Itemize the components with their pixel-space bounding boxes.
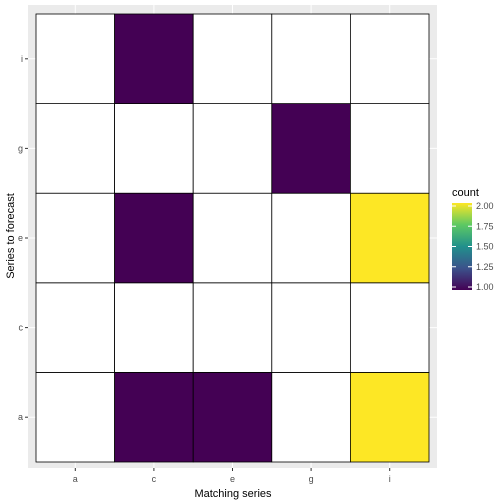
heatmap-cell-i-i xyxy=(349,13,430,104)
legend-tick-label: 1.25 xyxy=(476,262,494,272)
heatmap-cell-c-a xyxy=(114,371,194,463)
heatmap-cell-a-g xyxy=(35,103,115,194)
y-tick-label: a xyxy=(18,412,23,422)
x-tick-label: c xyxy=(152,474,157,484)
heatmap-cell-a-i xyxy=(35,13,115,104)
legend-tick-label: 2.00 xyxy=(476,201,494,211)
heatmap-cell-g-c xyxy=(271,282,351,373)
heatmap-cell-i-c xyxy=(349,282,430,373)
heatmap-cell-a-e xyxy=(35,192,115,284)
heatmap-cell-e-a xyxy=(192,371,273,463)
heatmap-cell-g-i xyxy=(271,13,351,104)
heatmap-cell-g-g xyxy=(271,103,351,194)
heatmap-cell-e-e xyxy=(192,192,273,284)
legend: count 1.00 1.25 1.50 1.75 2.00 xyxy=(452,187,494,292)
legend-title: count xyxy=(452,187,479,199)
heatmap-cell-i-g xyxy=(349,103,430,194)
heatmap-cell-g-a xyxy=(271,371,351,463)
heatmap-cell-e-c xyxy=(192,282,273,373)
legend-ticks: 1.00 1.25 1.50 1.75 2.00 xyxy=(452,201,494,292)
legend-tick-label: 1.75 xyxy=(476,221,494,231)
x-tick-label: a xyxy=(73,474,78,484)
x-tick-label: e xyxy=(230,474,235,484)
heatmap-cell-c-g xyxy=(114,103,194,194)
heatmap-cell-g-e xyxy=(271,192,351,284)
y-tick-label: i xyxy=(21,54,23,64)
heatmap-cell-e-i xyxy=(192,13,273,104)
legend-tick-label: 1.00 xyxy=(476,282,494,292)
y-tick-label: c xyxy=(19,323,24,333)
y-tick-label: g xyxy=(18,143,23,153)
x-tick-label: g xyxy=(309,474,314,484)
y-axis-ticks: a c e g i xyxy=(18,54,28,422)
heatmap-cell-i-a xyxy=(349,371,430,463)
heatmap-cell-c-i xyxy=(114,13,194,104)
heatmap-cell-e-g xyxy=(192,103,273,194)
x-axis-title: Matching series xyxy=(194,488,272,500)
heatmap-cell-c-c xyxy=(114,282,194,373)
heatmap-cell-a-a xyxy=(35,371,115,463)
legend-colorbar xyxy=(452,203,472,290)
heatmap-cell-i-e xyxy=(349,192,430,284)
heatmap-cell-c-e xyxy=(114,192,194,284)
y-axis-title: Series to forecast xyxy=(5,193,17,279)
legend-tick-label: 1.50 xyxy=(476,242,494,252)
y-tick-label: e xyxy=(18,233,23,243)
heatmap-cells xyxy=(35,13,430,463)
heatmap-cell-a-c xyxy=(35,282,115,373)
x-tick-label: i xyxy=(389,474,391,484)
